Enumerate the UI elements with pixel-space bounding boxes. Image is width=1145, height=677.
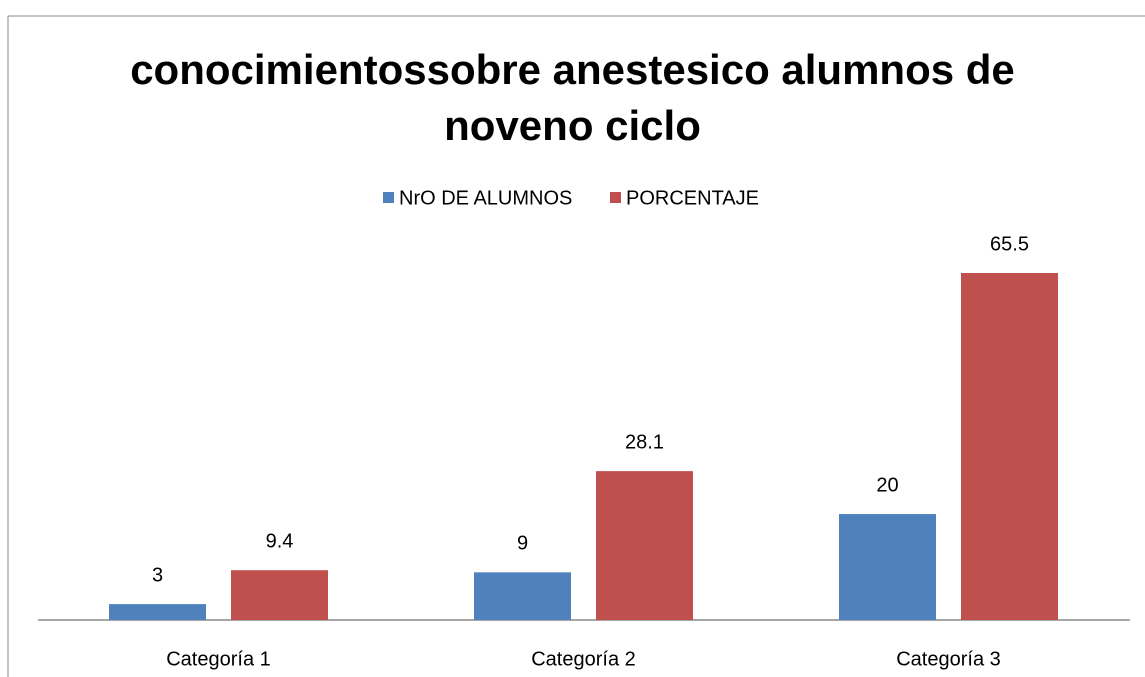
legend-swatch [383, 192, 394, 203]
legend-label: PORCENTAJE [626, 187, 759, 209]
data-label: 65.5 [990, 233, 1029, 255]
bar [474, 572, 571, 620]
bar [839, 514, 936, 620]
legend-label: NrO DE ALUMNOS [399, 187, 572, 209]
x-tick-label: Categoría 2 [531, 648, 636, 670]
x-tick-label: Categoría 1 [166, 648, 271, 670]
data-label: 9.4 [266, 530, 294, 552]
bar [109, 604, 206, 620]
bar [596, 471, 693, 620]
legend-swatch [610, 192, 621, 203]
chart-title: conocimientossobre anestesico alumnos de… [130, 46, 1015, 149]
bar [961, 273, 1058, 620]
x-tick-label: Categoría 3 [896, 648, 1001, 670]
data-label: 28.1 [625, 431, 664, 453]
data-label: 3 [152, 564, 163, 586]
bar [231, 570, 328, 620]
data-label: 20 [876, 474, 898, 496]
data-label: 9 [517, 533, 528, 555]
